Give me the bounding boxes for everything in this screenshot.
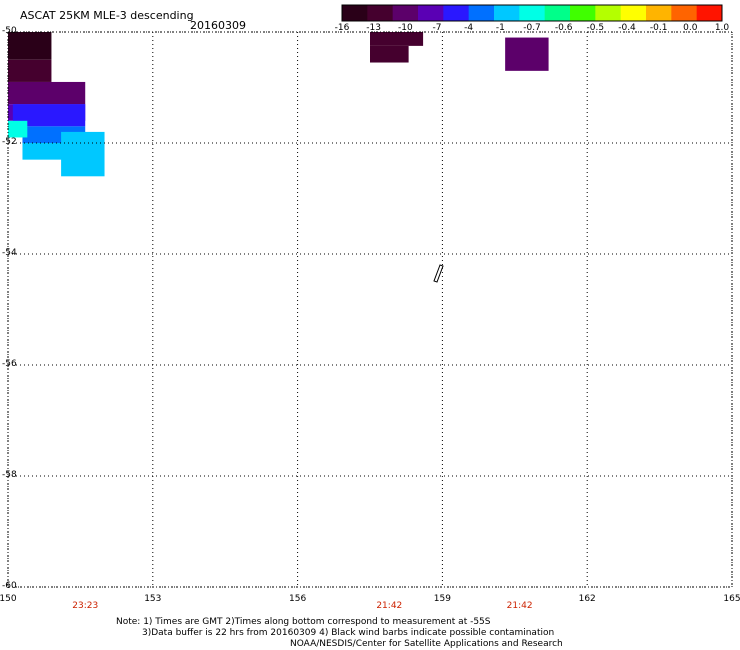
colorbar-label: -0.4	[618, 23, 636, 33]
colorbar-swatch	[646, 5, 672, 21]
swath-cell	[8, 32, 52, 60]
longitude-label: 150	[0, 594, 17, 604]
latitude-label: -50	[2, 26, 17, 36]
colorbar-label: 1.0	[714, 23, 730, 33]
colorbar-swatch	[443, 5, 470, 21]
map-title: ASCAT 25KM MLE-3 descending	[20, 9, 194, 22]
map-frame	[7, 31, 733, 588]
colorbar-label: -0.1	[649, 23, 668, 33]
colorbar-label: 0.0	[683, 23, 698, 33]
note-line-3: NOAA/NESDIS/Center for Satellite Applica…	[290, 639, 563, 649]
longitude-label: 162	[578, 594, 596, 604]
colorbar-label: -16	[334, 23, 350, 33]
swath-cell	[370, 32, 424, 46]
time-label: 23:23	[72, 601, 99, 611]
swath-cell	[370, 45, 409, 63]
swath-cell	[505, 37, 549, 71]
colorbar-label: -10	[397, 23, 413, 33]
colorbar-label: -0.6	[554, 23, 573, 33]
colorbar-swatch	[519, 5, 546, 21]
longitude-label: 159	[433, 594, 451, 604]
data-swath	[8, 32, 549, 177]
lat-lon-grid	[7, 31, 733, 588]
colorbar-label: -0.7	[523, 23, 541, 33]
swath-cell	[12, 104, 86, 127]
colorbar-label: -4	[464, 23, 474, 33]
note-line-2: 3)Data buffer is 22 hrs from 20160309 4)…	[142, 628, 555, 638]
colorbar-swatch	[367, 5, 394, 21]
latitude-label: -60	[2, 581, 17, 591]
swath-cell	[61, 131, 105, 177]
colorbar-swatch	[418, 5, 444, 21]
time-label: 21:42	[376, 601, 403, 611]
colorbar	[341, 4, 723, 22]
colorbar-swatch	[570, 5, 596, 21]
colorbar-label: -0.5	[586, 23, 605, 33]
colorbar-swatch	[696, 5, 723, 21]
latitude-label: -52	[2, 137, 17, 147]
colorbar-swatch	[595, 5, 622, 21]
latitude-label: -56	[2, 359, 17, 369]
wind-barb-icon	[433, 264, 444, 283]
colorbar-swatch	[544, 5, 571, 21]
colorbar-swatch	[494, 5, 520, 21]
latitude-label: -58	[2, 470, 17, 480]
swath-cell	[8, 81, 86, 105]
colorbar-label: -13	[366, 23, 382, 33]
time-label: 21:42	[506, 601, 533, 611]
colorbar-swatch	[468, 5, 495, 21]
latitude-label: -54	[2, 248, 17, 258]
longitude-label: 165	[723, 594, 740, 604]
map-date: 20160309	[190, 19, 246, 32]
colorbar-swatch	[620, 5, 647, 21]
colorbar-swatch	[671, 5, 698, 21]
colorbar-label: -1	[495, 23, 505, 33]
longitude-label: 153	[144, 594, 162, 604]
colorbar-label: -7	[432, 23, 442, 33]
colorbar-swatch	[392, 5, 419, 21]
longitude-label: 156	[289, 594, 307, 604]
note-line-1: Note: 1) Times are GMT 2)Times along bot…	[116, 617, 491, 627]
swath-cell	[8, 59, 52, 82]
colorbar-swatch	[342, 5, 368, 21]
swath-cell	[8, 120, 28, 138]
colorbar-frame	[341, 4, 723, 22]
